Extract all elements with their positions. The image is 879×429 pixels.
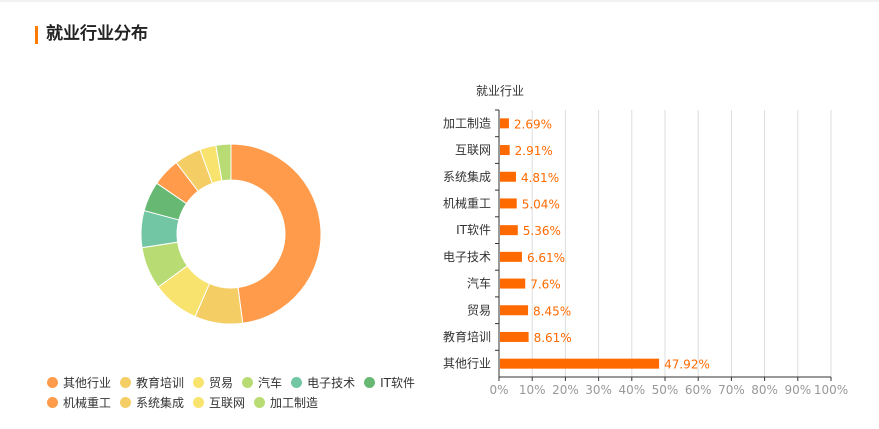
title-accent-bar — [35, 26, 38, 44]
bar-value-label: 8.45% — [533, 304, 571, 318]
x-tick-label: 80% — [751, 383, 778, 397]
x-tick-label: 70% — [718, 383, 745, 397]
category-label: 加工制造 — [443, 116, 491, 130]
legend-marker-icon — [120, 376, 132, 388]
bar — [500, 118, 509, 129]
category-label: 汽车 — [467, 276, 491, 291]
legend-label: 电子技术 — [307, 375, 356, 390]
top-divider — [0, 0, 879, 2]
bar — [500, 171, 516, 182]
bar — [500, 225, 518, 236]
legend-item[interactable]: 系统集成 — [120, 394, 184, 411]
x-tick-label: 60% — [685, 383, 712, 397]
legend-item[interactable]: 互联网 — [193, 394, 245, 411]
x-tick-label: 20% — [552, 383, 579, 397]
bar — [500, 198, 517, 209]
x-tick-label: 90% — [784, 383, 811, 397]
x-tick-label: 30% — [585, 383, 612, 397]
y-axis-title: 就业行业 — [476, 84, 524, 98]
legend-label: IT软件 — [380, 375, 415, 390]
bar-value-label: 2.91% — [515, 144, 553, 158]
legend-marker-icon — [291, 376, 303, 388]
legend-item[interactable]: 加工制造 — [254, 394, 318, 411]
bar-value-label: 5.36% — [523, 224, 561, 238]
x-tick-label: 40% — [618, 383, 645, 397]
legend-label: 汽车 — [258, 375, 283, 390]
legend-marker-icon — [193, 376, 205, 388]
category-label: 电子技术 — [443, 250, 491, 264]
category-label: 机械重工 — [443, 195, 491, 210]
bar — [500, 278, 526, 289]
category-label: 教育培训 — [443, 329, 491, 344]
donut-slice-0 — [230, 143, 322, 324]
donut-legend: 其他行业 教育培训 贸易 汽车 电子技术 IT软件机械重工 系统集成 互联网 加工制造 — [47, 372, 424, 412]
bar — [500, 305, 529, 316]
legend-item[interactable]: 机械重工 — [47, 394, 111, 411]
category-label: IT软件 — [456, 223, 491, 237]
category-label: 互联网 — [455, 143, 491, 157]
bar-value-label: 2.69% — [514, 117, 552, 131]
x-tick-label: 10% — [519, 383, 546, 397]
legend-marker-icon — [47, 396, 58, 408]
legend-marker-icon — [193, 396, 205, 408]
legend-item[interactable]: 教育培训 — [120, 374, 184, 391]
legend-label: 教育培训 — [136, 375, 185, 390]
bar-value-label: 8.61% — [534, 331, 572, 345]
bar — [500, 145, 510, 156]
legend-item[interactable]: 贸易 — [193, 374, 233, 391]
legend-label: 机械重工 — [63, 395, 112, 410]
legend-marker-icon — [242, 376, 254, 388]
bar-value-label: 6.61% — [527, 251, 565, 265]
legend-item[interactable]: IT软件 — [364, 374, 415, 391]
x-tick-label: 0% — [489, 383, 508, 397]
bar-value-label: 7.6% — [530, 278, 561, 292]
bar — [500, 251, 522, 262]
legend-marker-icon — [120, 396, 132, 408]
x-tick-label: 100% — [814, 383, 848, 397]
category-label: 其他行业 — [443, 357, 491, 371]
legend-item[interactable]: 电子技术 — [291, 374, 355, 391]
bar-value-label: 4.81% — [521, 171, 559, 185]
bar-value-label: 5.04% — [522, 197, 560, 211]
x-tick-label: 50% — [652, 383, 679, 397]
legend-marker-icon — [254, 396, 266, 408]
legend-marker-icon — [47, 376, 58, 388]
category-label: 系统集成 — [443, 169, 491, 184]
legend-row: 其他行业 教育培训 贸易 汽车 电子技术 IT软件 — [47, 372, 424, 392]
bar — [500, 358, 660, 369]
legend-row: 机械重工 系统集成 互联网 加工制造 — [47, 392, 424, 412]
bar-value-label: 47.92% — [664, 358, 710, 372]
bar — [500, 331, 529, 342]
donut-slice-9 — [215, 143, 232, 182]
legend-marker-icon — [364, 376, 376, 388]
legend-label: 贸易 — [209, 375, 234, 390]
legend-label: 其他行业 — [63, 375, 112, 390]
legend-item[interactable]: 其他行业 — [47, 374, 111, 391]
legend-label: 加工制造 — [270, 395, 319, 410]
page-title: 就业行业分布 — [46, 24, 148, 44]
category-label: 贸易 — [467, 303, 491, 317]
legend-item[interactable]: 汽车 — [242, 374, 282, 391]
legend-label: 系统集成 — [136, 395, 185, 410]
legend-label: 互联网 — [209, 395, 246, 410]
